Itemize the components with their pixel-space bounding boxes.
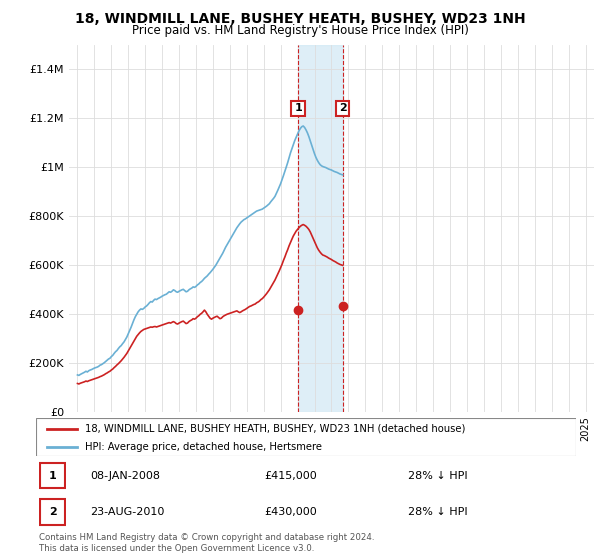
FancyBboxPatch shape [40, 500, 65, 525]
Text: £430,000: £430,000 [264, 507, 317, 517]
Text: Price paid vs. HM Land Registry's House Price Index (HPI): Price paid vs. HM Land Registry's House … [131, 24, 469, 37]
Text: 2: 2 [338, 104, 346, 113]
Text: 18, WINDMILL LANE, BUSHEY HEATH, BUSHEY, WD23 1NH (detached house): 18, WINDMILL LANE, BUSHEY HEATH, BUSHEY,… [85, 424, 465, 434]
FancyBboxPatch shape [36, 418, 576, 456]
Text: 08-JAN-2008: 08-JAN-2008 [90, 471, 160, 480]
FancyBboxPatch shape [40, 463, 65, 488]
Text: 28% ↓ HPI: 28% ↓ HPI [408, 471, 467, 480]
Text: £415,000: £415,000 [264, 471, 317, 480]
Text: 1: 1 [49, 471, 56, 480]
Text: HPI: Average price, detached house, Hertsmere: HPI: Average price, detached house, Hert… [85, 442, 322, 452]
Text: 2: 2 [49, 507, 56, 517]
Text: Contains HM Land Registry data © Crown copyright and database right 2024.
This d: Contains HM Land Registry data © Crown c… [39, 533, 374, 553]
Text: 1: 1 [294, 104, 302, 113]
Bar [298, 45, 343, 412]
Text: 28% ↓ HPI: 28% ↓ HPI [408, 507, 467, 517]
Text: 23-AUG-2010: 23-AUG-2010 [90, 507, 164, 517]
Text: 18, WINDMILL LANE, BUSHEY HEATH, BUSHEY, WD23 1NH: 18, WINDMILL LANE, BUSHEY HEATH, BUSHEY,… [74, 12, 526, 26]
